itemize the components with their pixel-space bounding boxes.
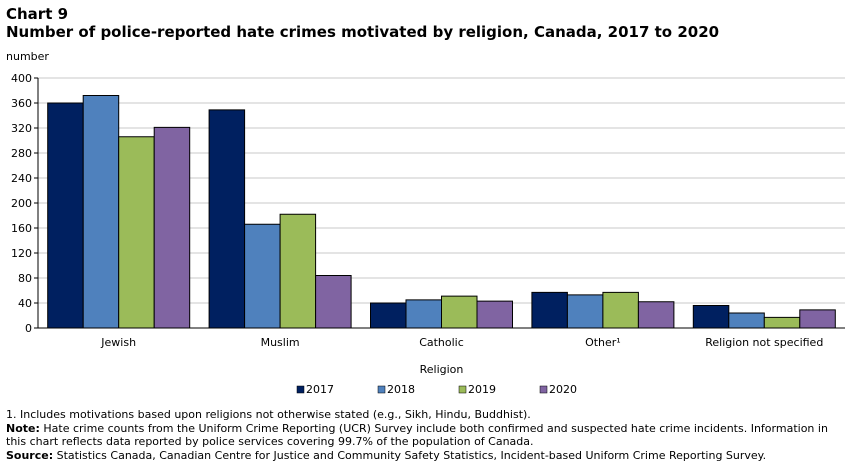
- x-tick-label: Catholic: [419, 336, 464, 349]
- note-text: Hate crime counts from the Uniform Crime…: [6, 421, 828, 449]
- bar-chart: number 0 40 80 120 160 200 240 280 320 360 400 Jewis…: [6, 50, 845, 396]
- bar: [692, 305, 730, 329]
- bar: [476, 300, 513, 329]
- bar: [637, 301, 675, 329]
- chart-number: Chart 9: [6, 5, 69, 23]
- source: Source: Statistics Canada, Canadian Cent…: [6, 449, 844, 463]
- footnote-1: 1. Includes motivations based upon relig…: [6, 408, 531, 421]
- y-tick-label: 40: [18, 297, 32, 310]
- legend-swatch: [296, 385, 305, 394]
- bar: [82, 95, 120, 329]
- bar: [208, 109, 246, 329]
- legend-swatch: [458, 385, 467, 394]
- legend-swatch: [377, 385, 386, 394]
- x-axis-label: Religion: [420, 363, 464, 376]
- x-tick-label: Religion not specified: [705, 336, 823, 349]
- y-tick-label: 280: [11, 147, 32, 160]
- bar: [531, 291, 568, 329]
- y-tick-label: 120: [11, 247, 32, 260]
- bar: [279, 213, 317, 329]
- chart-title: Number of police-reported hate crimes mo…: [6, 23, 720, 41]
- legend-label: 2017: [306, 383, 334, 396]
- bar: [763, 316, 801, 329]
- bar: [244, 223, 281, 329]
- footnotes: 1. Includes motivations based upon relig…: [6, 408, 844, 462]
- y-tick-label: 240: [11, 172, 32, 185]
- source-text: Statistics Canada, Canadian Centre for J…: [56, 448, 767, 462]
- legend-swatch: [539, 385, 548, 394]
- bar: [441, 295, 478, 329]
- bar: [405, 299, 442, 329]
- y-axis-label: number: [6, 50, 49, 63]
- y-tick-label: 200: [11, 197, 32, 210]
- bar: [315, 275, 352, 329]
- bar: [118, 136, 155, 329]
- y-tick-label: 160: [11, 222, 32, 235]
- bar: [728, 312, 765, 329]
- y-tick-label: 0: [25, 322, 32, 335]
- legend-label: 2019: [468, 383, 496, 396]
- y-tick-label: 400: [11, 72, 32, 85]
- bar: [153, 126, 191, 329]
- x-tick-label: Jewish: [100, 336, 136, 349]
- x-tick-label: Other¹: [585, 336, 621, 349]
- bar: [602, 291, 639, 329]
- y-tick-label: 360: [11, 97, 32, 110]
- source-label: Source:: [6, 448, 54, 462]
- note-label: Note:: [6, 421, 40, 435]
- bar: [47, 102, 84, 329]
- bar: [799, 309, 836, 329]
- legend-label: 2020: [549, 383, 577, 396]
- note: Note: Hate crime counts from the Uniform…: [6, 422, 844, 449]
- bar: [566, 294, 604, 329]
- y-tick-label: 320: [11, 122, 32, 135]
- x-tick-label: Muslim: [261, 336, 300, 349]
- y-tick-label: 80: [18, 272, 32, 285]
- bar: [370, 302, 407, 329]
- legend-label: 2018: [387, 383, 415, 396]
